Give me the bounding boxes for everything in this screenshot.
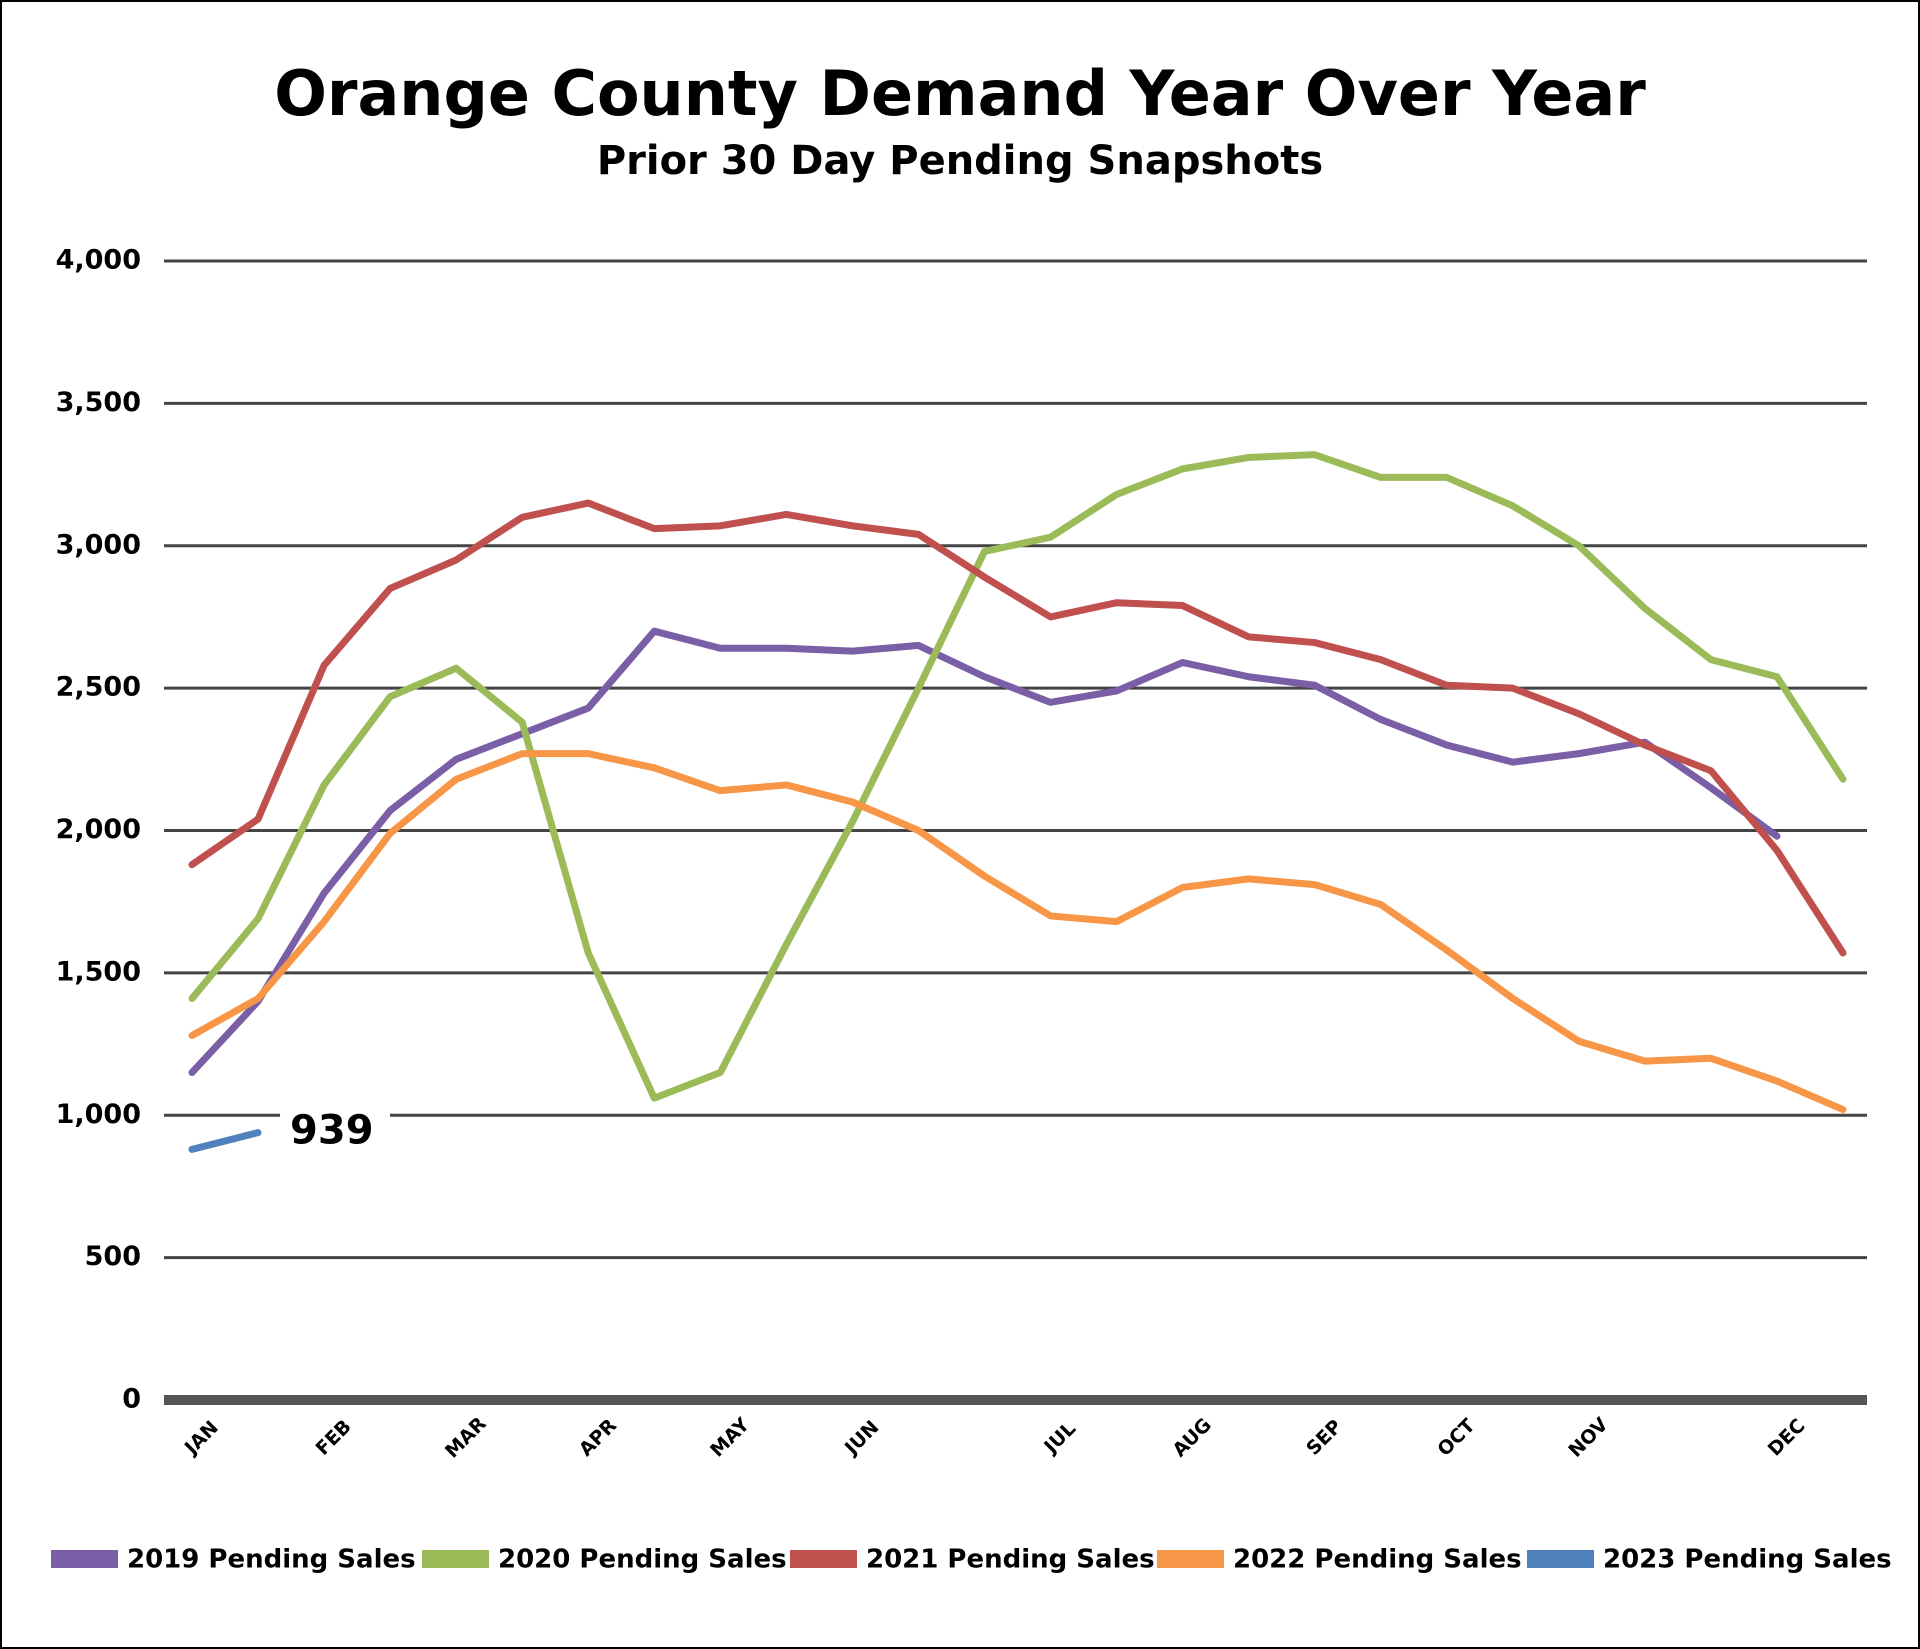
y-tick-label: 1,000	[56, 1099, 141, 1130]
series-line	[188, 627, 1781, 1077]
legend-label: 2022 Pending Sales	[1233, 1545, 1522, 1575]
legend-swatch	[1527, 1550, 1594, 1568]
y-tick-label: 1,500	[56, 956, 141, 987]
legend-label: 2023 Pending Sales	[1603, 1545, 1892, 1575]
legend-label: 2019 Pending Sales	[127, 1545, 416, 1575]
legend-swatch	[422, 1550, 489, 1568]
y-tick-label: 2,500	[56, 672, 141, 703]
y-tick-label: 4,000	[56, 245, 141, 276]
chart-title: Orange County Demand Year Over Year	[274, 57, 1646, 130]
series-line	[188, 1129, 262, 1153]
y-tick-label: 3,500	[56, 387, 141, 418]
series-line	[188, 499, 1847, 957]
series-line	[188, 750, 1847, 1114]
y-tick-label: 3,000	[56, 529, 141, 560]
legend-label: 2020 Pending Sales	[498, 1545, 787, 1575]
y-tick-label: 500	[85, 1241, 141, 1272]
y-tick-label: 2,000	[56, 814, 141, 845]
legend-swatch	[790, 1550, 857, 1568]
legend-swatch	[51, 1550, 118, 1568]
y-tick-label: 0	[122, 1384, 141, 1415]
data-label: 939	[290, 1108, 374, 1154]
legend-swatch	[1157, 1550, 1224, 1568]
legend-label: 2021 Pending Sales	[866, 1545, 1155, 1575]
series-line	[188, 451, 1847, 1102]
label-background	[280, 1106, 391, 1157]
chart-subtitle: Prior 30 Day Pending Snapshots	[597, 138, 1323, 184]
